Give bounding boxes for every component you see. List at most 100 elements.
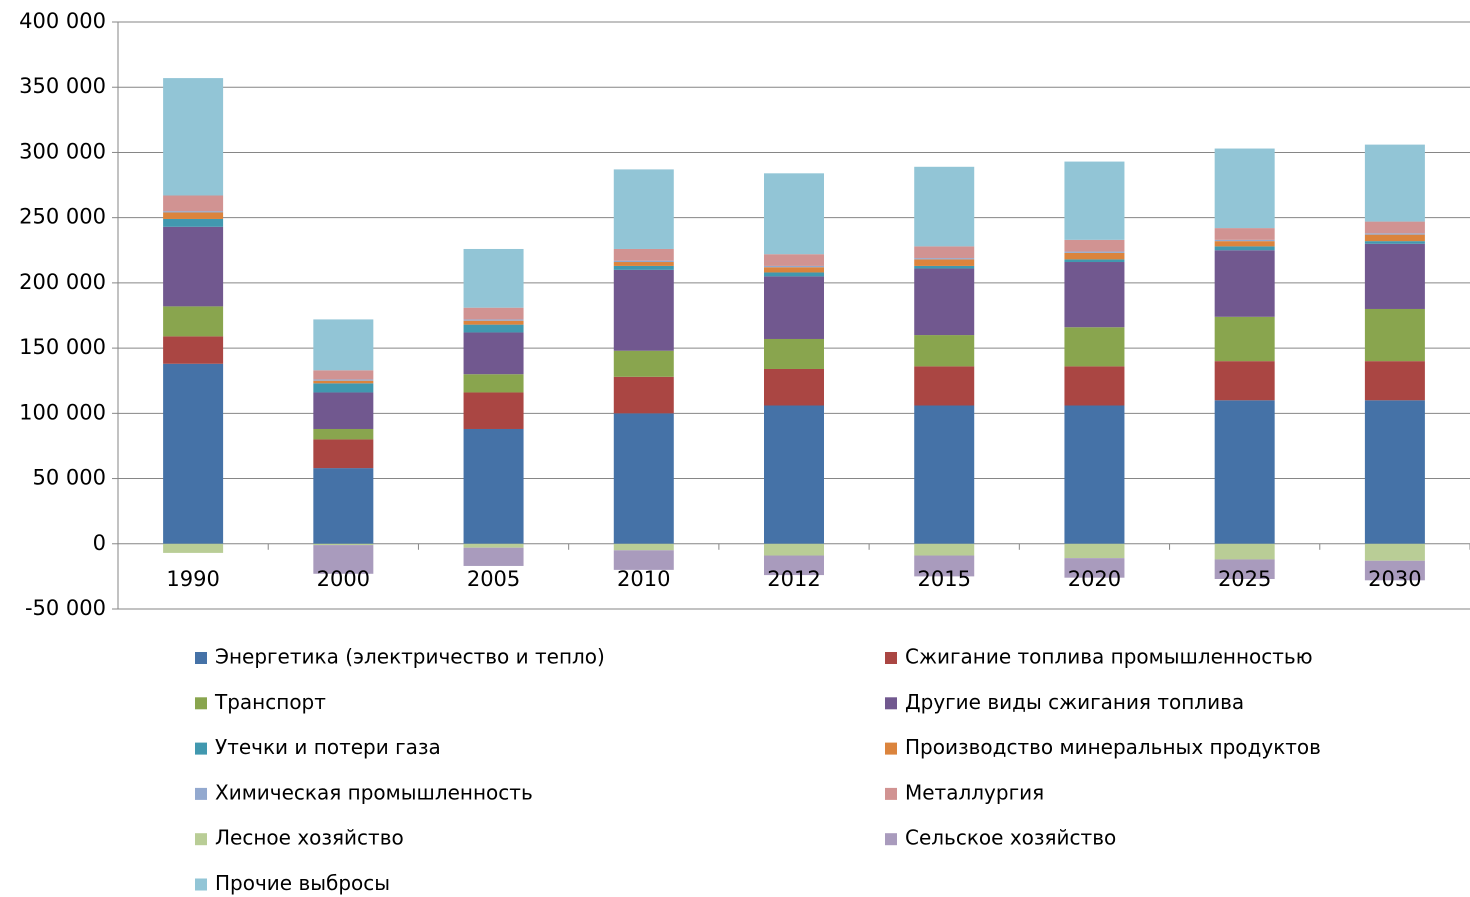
bar-segment [1064,252,1125,260]
bar-segment [1064,366,1125,406]
bar-segment [613,169,674,249]
bar-segment [1214,148,1275,229]
bar-segment [914,259,975,266]
bar-segment [1364,308,1425,362]
y-tick-label: 50 000 [33,466,106,490]
legend-swatch [195,697,207,710]
bar-segment [764,555,824,576]
x-tick-label: 2025 [1218,567,1271,591]
bar-segment [764,265,824,268]
bar-segment [1214,228,1275,240]
bar-segment [764,254,824,266]
bar-segment [764,543,824,556]
bar-segment [163,218,224,227]
bar-segment [1214,241,1275,247]
x-tick-label: 2015 [917,567,970,591]
bar-segment [1364,241,1425,244]
legend-swatch [885,697,897,710]
bar-segment [463,392,524,429]
bar-segment [163,226,224,307]
bar-segment [313,439,374,469]
bar-segment [313,545,374,574]
bar-segment [463,543,524,548]
legend-label: Утечки и потери газа [215,735,441,759]
y-tick-label: 350 000 [19,74,106,98]
bar-segment [1064,558,1125,578]
y-tick-label: 100 000 [19,400,106,424]
bar-segment [163,195,224,212]
legend-swatch [885,787,897,800]
y-tick-label: 250 000 [19,205,106,229]
bar-segment [1214,239,1275,242]
bar-segment [313,383,374,393]
bar-segment [163,543,224,553]
legend-swatch [195,787,207,800]
legend-swatch [885,652,897,664]
bar-segment [463,428,524,544]
bar-segment [463,374,524,393]
x-tick-label: 1990 [166,567,219,591]
bar-segment [1214,361,1275,401]
bar-segment [1064,405,1125,544]
bar-segment [613,265,674,270]
bar-segment [914,366,975,406]
bar-segment [914,246,975,259]
y-tick-label: -50 000 [25,596,106,620]
bar-segment [914,543,975,556]
bar-segment [1364,221,1425,234]
bar-segment [764,368,824,406]
legend-label: Транспорт [214,690,326,714]
bar-segment [313,468,374,544]
bar-segment [1364,243,1425,309]
bar-segment [613,260,674,263]
legend-label: Другие виды сжигания топлива [905,690,1244,714]
bar-segment [1364,543,1425,561]
bar-segment [914,405,975,544]
bar-segment [1364,144,1425,222]
y-tick-label: 400 000 [19,9,106,33]
x-tick-label: 2000 [317,567,370,591]
bar-segment [163,212,224,219]
bar-segment [163,336,224,364]
bar-segment [463,320,524,325]
bar-segment [1364,400,1425,544]
bar-segment [1064,251,1125,253]
legend-swatch [885,833,897,846]
bar-segment [1364,234,1425,242]
bar-segment [463,324,524,333]
bar-segment [613,543,674,551]
y-tick-label: 0 [93,531,106,555]
legend-label: Производство минеральных продуктов [905,735,1321,759]
bar-segment [613,269,674,351]
legend-swatch [195,833,207,846]
x-tick-label: 2020 [1068,567,1121,591]
x-tick-label: 2030 [1368,567,1421,591]
bar-segment [463,248,524,308]
bar-segment [1064,327,1125,367]
bar-segment [1064,161,1125,240]
bar-segment [914,555,975,577]
bar-segment [1364,361,1425,401]
y-tick-label: 200 000 [19,270,106,294]
bar-segment [463,547,524,566]
bar-segment [914,335,975,367]
bar-segment [1214,559,1275,579]
bar-segment [313,370,374,380]
bar-segment [163,306,224,337]
bar-segment [613,248,674,261]
legend-swatch [195,652,207,664]
legend-label: Химическая промышленность [215,780,533,804]
bar-segment [1214,246,1275,251]
y-tick-label: 300 000 [19,139,106,163]
legend-label: Сельское хозяйство [905,826,1116,850]
bar-segment [613,262,674,266]
bar-segment [1364,560,1425,581]
bar-segment [764,338,824,369]
x-tick-label: 2005 [467,567,520,591]
legend-label: Прочие выбросы [215,871,390,895]
bar-segment [1064,543,1125,559]
bar-segment [163,211,224,213]
bar-segment [1064,239,1125,252]
bar-segment [1064,262,1125,328]
